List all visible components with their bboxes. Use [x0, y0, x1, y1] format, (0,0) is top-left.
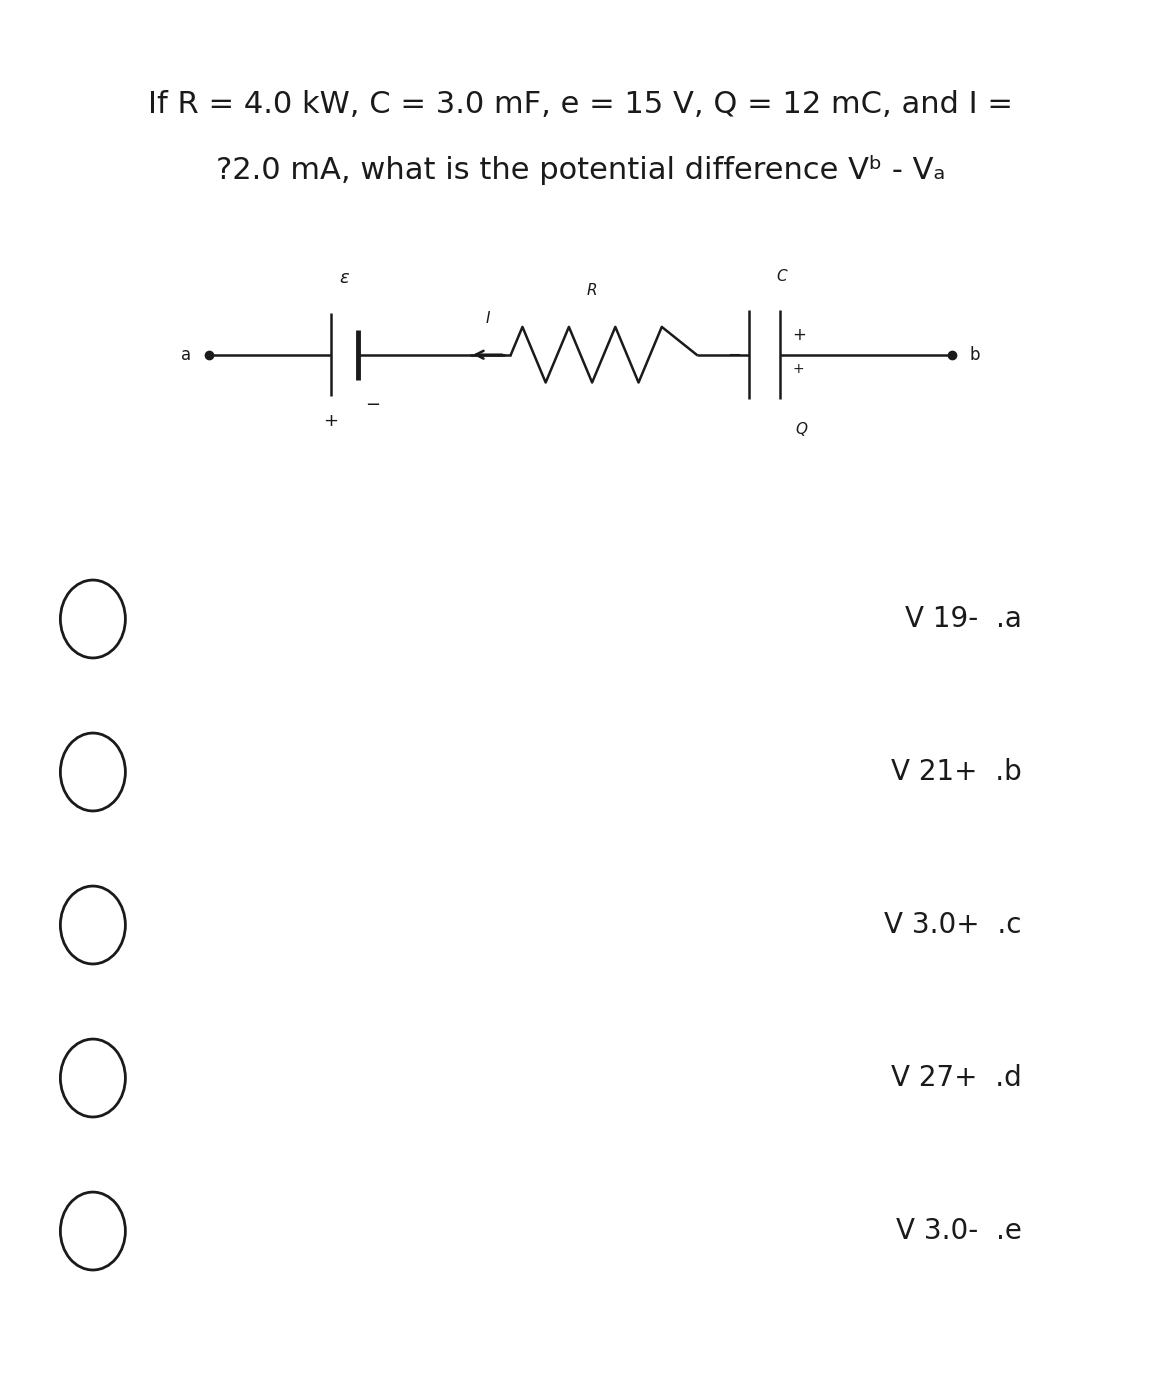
Text: ?2.0 mA, what is the potential difference Vᵇ - Vₐ: ?2.0 mA, what is the potential differenc… — [216, 154, 945, 185]
Text: If R = 4.0 kW, C = 3.0 mF, e = 15 V, Q = 12 mC, and I =: If R = 4.0 kW, C = 3.0 mF, e = 15 V, Q =… — [147, 90, 1014, 118]
Text: C: C — [777, 270, 787, 284]
Text: +: + — [792, 327, 806, 344]
Text: a: a — [181, 346, 190, 363]
Text: V 21+  .b: V 21+ .b — [890, 758, 1022, 786]
Text: V 3.0-  .e: V 3.0- .e — [896, 1217, 1022, 1245]
Text: −: − — [365, 396, 381, 413]
Text: b: b — [969, 346, 981, 363]
Text: V 3.0+  .c: V 3.0+ .c — [885, 911, 1022, 939]
Text: I: I — [485, 312, 490, 325]
Text: +: + — [793, 362, 805, 376]
Text: V 27+  .d: V 27+ .d — [890, 1064, 1022, 1092]
Text: ε: ε — [339, 270, 349, 287]
Text: +: + — [324, 413, 338, 430]
Text: V 19-  .a: V 19- .a — [904, 605, 1022, 633]
Text: −: − — [727, 346, 741, 363]
Text: R: R — [586, 284, 598, 298]
Text: Q: Q — [795, 423, 807, 437]
